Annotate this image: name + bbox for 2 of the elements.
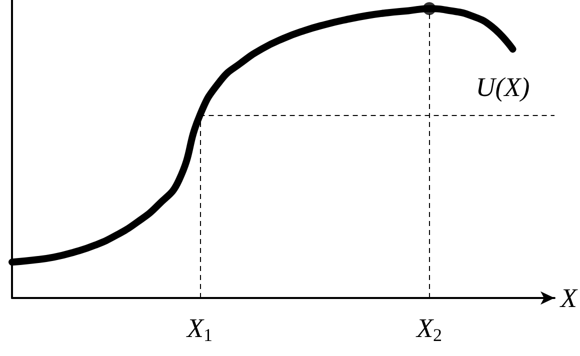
x-axis-title: X <box>560 283 579 313</box>
series-label: U(X) <box>476 72 530 102</box>
